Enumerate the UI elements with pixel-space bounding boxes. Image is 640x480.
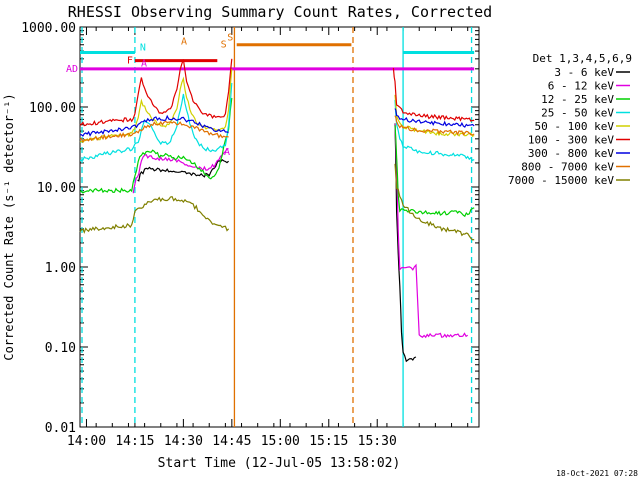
x-tick-label: 15:00 bbox=[261, 434, 300, 449]
series-line-25-50-keV bbox=[79, 82, 233, 162]
chart-title: RHESSI Observing Summary Count Rates, Co… bbox=[68, 3, 492, 21]
axis-ticks bbox=[79, 26, 479, 428]
x-tick-label: 14:15 bbox=[115, 434, 154, 449]
legend-label: 100 - 300 keV bbox=[528, 134, 614, 147]
legend-label: 800 - 7000 keV bbox=[521, 161, 614, 174]
series-line-800-7000-keV bbox=[394, 115, 475, 136]
series-line-100-300-keV bbox=[392, 67, 475, 122]
legend-label: 12 - 25 keV bbox=[541, 93, 614, 106]
series-line-7000-15000-keV bbox=[79, 196, 230, 234]
series-line-12-25-keV bbox=[394, 125, 475, 218]
series-line-25-50-keV bbox=[394, 99, 475, 162]
legend-label: 25 - 50 keV bbox=[541, 107, 614, 120]
plot-frame bbox=[79, 26, 480, 428]
peak-markers: A S A A bbox=[141, 32, 233, 158]
x-axis-label: Start Time (12-Jul-05 13:58:02) bbox=[158, 456, 401, 471]
interval-lines bbox=[81, 27, 473, 427]
plot-area bbox=[79, 26, 480, 428]
y-tick-label: 0.01 bbox=[45, 421, 76, 436]
y-tick-label: 10.00 bbox=[37, 181, 76, 196]
series-line-3-6-keV bbox=[394, 123, 417, 363]
flag-label: S bbox=[221, 40, 227, 51]
series-line-12-25-keV bbox=[80, 97, 233, 194]
timestamp: 18-Oct-2021 07:28 bbox=[556, 469, 638, 478]
y-axis-label: Corrected Count Rate (s⁻¹ detector⁻¹) bbox=[2, 93, 16, 360]
y-tick-label: 1000.00 bbox=[21, 21, 76, 36]
flag-label: AD bbox=[66, 64, 78, 75]
x-tick-labels: 14:00 14:15 14:30 14:45 15:00 15:15 15:30 bbox=[67, 434, 397, 449]
x-tick-label: 14:30 bbox=[164, 434, 203, 449]
series-line-300-800-keV bbox=[79, 114, 229, 137]
series-lines bbox=[79, 58, 475, 363]
series-line-3-6-keV bbox=[137, 158, 229, 182]
legend-title: Det 1,3,4,5,6,9 bbox=[533, 52, 632, 65]
x-tick-label: 14:00 bbox=[67, 434, 106, 449]
y-tick-label: 100.00 bbox=[29, 101, 76, 116]
peak-marker: A bbox=[181, 37, 187, 48]
legend-label: 7000 - 15000 keV bbox=[508, 174, 614, 187]
x-tick-label: 15:15 bbox=[309, 434, 348, 449]
x-tick-label: 15:30 bbox=[358, 434, 397, 449]
peak-marker: A bbox=[141, 59, 147, 70]
y-tick-label: 0.10 bbox=[45, 341, 76, 356]
y-tick-labels: 0.01 0.10 1.00 10.00 100.00 1000.00 bbox=[21, 21, 76, 436]
flag-label: F bbox=[127, 56, 133, 67]
flag-label: N bbox=[140, 43, 146, 54]
series-line-7000-15000-keV bbox=[394, 163, 475, 241]
y-tick-label: 1.00 bbox=[45, 261, 76, 276]
series-line-6-12-keV bbox=[394, 124, 469, 339]
legend-label: 6 - 12 keV bbox=[548, 80, 615, 93]
legend-label: 3 - 6 keV bbox=[554, 66, 614, 79]
flag-bars: N AD F S bbox=[66, 40, 475, 75]
series-line-800-7000-keV bbox=[79, 120, 229, 144]
peak-marker: A bbox=[224, 147, 230, 158]
series-line-300-800-keV bbox=[394, 108, 475, 128]
x-tick-label: 14:45 bbox=[212, 434, 251, 449]
series-line-100-300-keV bbox=[79, 58, 233, 127]
peak-marker: S bbox=[227, 32, 233, 43]
legend-label: 50 - 100 keV bbox=[535, 120, 615, 133]
series-line-50-100-keV bbox=[79, 68, 233, 144]
series-line-6-12-keV bbox=[132, 148, 229, 194]
legend-label: 300 - 800 keV bbox=[528, 147, 614, 160]
